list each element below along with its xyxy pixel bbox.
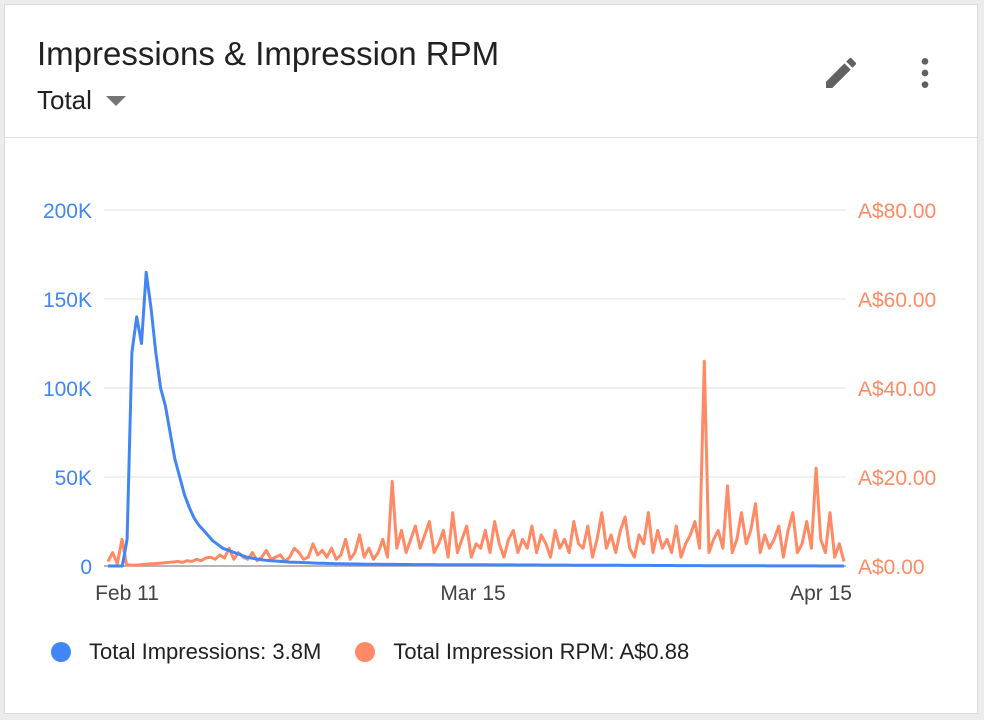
card-title: Impressions & Impression RPM bbox=[37, 35, 500, 72]
series-line-impressions bbox=[108, 270, 844, 568]
more-vert-icon bbox=[921, 58, 929, 88]
total-dropdown[interactable]: Total bbox=[37, 85, 126, 116]
legend-item-rpm[interactable]: Total Impression RPM: A$0.88 bbox=[355, 639, 689, 665]
legend-label-rpm: Total Impression RPM: A$0.88 bbox=[393, 639, 690, 664]
legend-dot-rpm bbox=[355, 642, 376, 662]
y-left-tick-label: 50K bbox=[55, 467, 92, 490]
caret-down-icon bbox=[105, 95, 126, 106]
y-left-tick-label: 150K bbox=[43, 289, 92, 312]
more-options-button[interactable] bbox=[901, 49, 949, 97]
x-tick-label: Feb 11 bbox=[95, 582, 159, 605]
legend-dot-impressions bbox=[51, 642, 71, 662]
chart-card: Impressions & Impression RPM Total Total… bbox=[4, 4, 978, 714]
y-left-tick-label: 0 bbox=[80, 556, 92, 579]
x-tick-label: Apr 15 bbox=[790, 582, 852, 605]
y-right-tick-label: A$20.00 bbox=[858, 467, 936, 490]
dropdown-label: Total bbox=[37, 85, 92, 115]
edit-button[interactable] bbox=[817, 49, 865, 97]
legend-item-impressions[interactable]: Total Impressions: 3.8M bbox=[51, 639, 321, 665]
y-left-tick-label: 100K bbox=[43, 378, 92, 401]
legend-label-impressions: Total Impressions: 3.8M bbox=[89, 639, 322, 664]
y-right-tick-label: A$60.00 bbox=[858, 289, 936, 312]
y-right-tick-label: A$40.00 bbox=[858, 378, 936, 401]
series-line-rpm bbox=[106, 359, 846, 567]
y-right-tick-label: A$80.00 bbox=[858, 200, 936, 223]
x-tick-label: Mar 15 bbox=[440, 582, 505, 605]
y-right-tick-label: A$0.00 bbox=[858, 556, 925, 579]
card-header: Impressions & Impression RPM Total bbox=[5, 5, 977, 138]
pencil-icon bbox=[826, 57, 857, 88]
chart-legend: Total Impressions: 3.8M Total Impression… bbox=[51, 639, 723, 665]
y-left-tick-label: 200K bbox=[43, 200, 92, 223]
